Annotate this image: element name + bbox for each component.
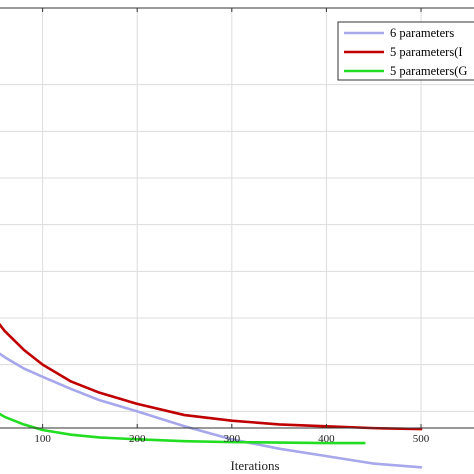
series-layer (0, 322, 423, 469)
x-tick-label-4: 500 (413, 433, 430, 445)
x-axis-label: Iterations (230, 458, 279, 473)
x-ticks: 100 200 300 400 500 (34, 8, 430, 445)
legend: 6 parameters 5 parameters(I 5 parameters(G (337, 21, 474, 81)
x-tick-label-0: 100 (34, 433, 51, 445)
x-tick-label-1: 200 (129, 433, 146, 445)
x-tick-label-2: 300 (224, 433, 241, 445)
grid (0, 8, 474, 428)
series-line-0 (0, 352, 423, 469)
x-tick-label-3: 400 (318, 433, 335, 445)
legend-label-2: 5 parameters(G (390, 64, 467, 78)
series-line-2 (0, 412, 366, 445)
legend-label-1: 5 parameters(I (390, 45, 463, 59)
series-line-1 (0, 322, 423, 431)
legend-label-0: 6 parameters (390, 26, 454, 40)
axes (0, 7, 474, 429)
